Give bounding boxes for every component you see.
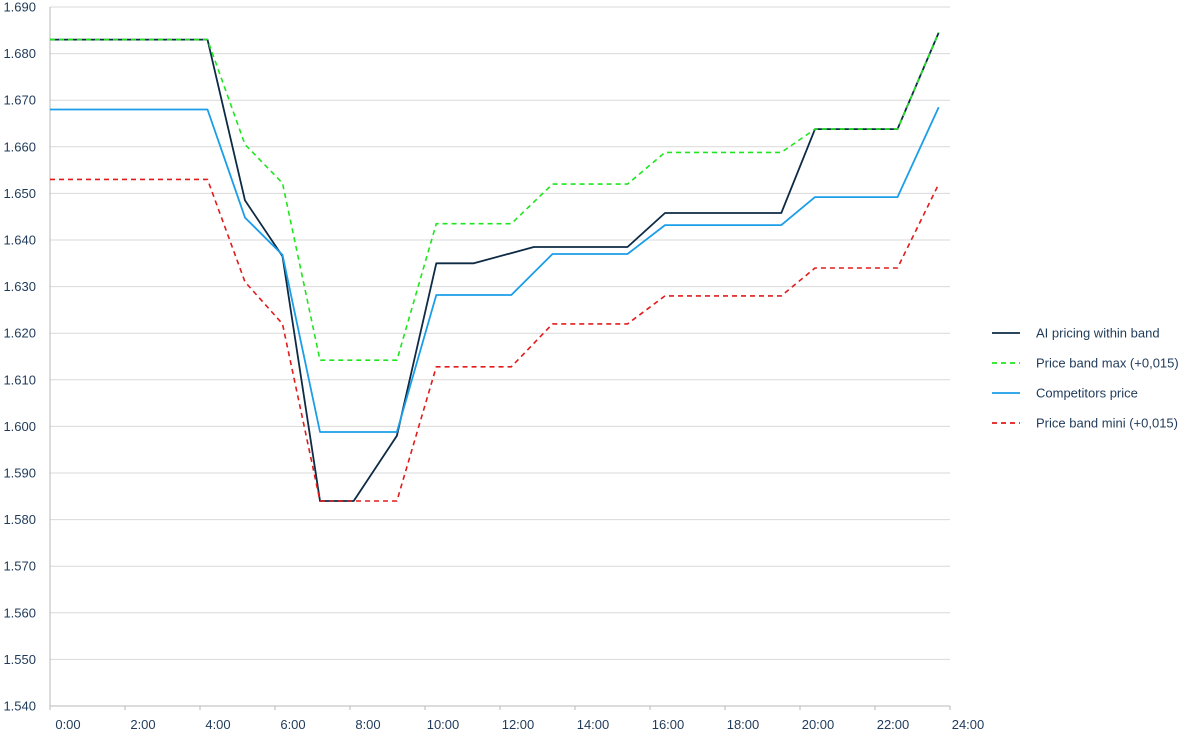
x-axis-ticks: 0:00 2:00 4:00 6:00 8:00 10:00 12:00 14:00 16:00… [49,706,985,732]
x-tick-label: 20:00 [802,717,835,732]
x-tick-label: 22:00 [877,717,910,732]
x-tick-label: 8:00 [355,717,380,732]
y-tick-label: 1.660 [3,139,36,154]
y-tick-label: 1.630 [3,279,36,294]
x-tick-label: 16:00 [652,717,685,732]
y-tick-label: 1.600 [3,419,36,434]
y-tick-label: 1.640 [3,233,36,248]
x-tick-label: 6:00 [280,717,305,732]
legend-label: Price band max (+0,015) [1036,356,1179,371]
series-line-4 [50,178,940,502]
y-tick-label: 1.550 [3,652,36,667]
legend: AI pricing within band Price band max (+0… [992,326,1179,431]
legend-label: AI pricing within band [1036,326,1160,341]
y-axis-ticks: 1.540 1.550 1.560 1.570 1.580 1.590 1.600 1.610… [3,0,36,714]
x-tick-label: 10:00 [427,717,460,732]
y-tick-label: 1.680 [3,46,36,61]
x-tick-label: 14:00 [577,717,610,732]
grid-lines [49,6,950,707]
series-line-1 [50,32,940,502]
x-tick-label: 18:00 [727,717,760,732]
y-tick-label: 1.610 [3,372,36,387]
x-tick-label: 4:00 [205,717,230,732]
x-tick-label: 0:00 [55,717,80,732]
series-line-3 [50,106,940,433]
y-tick-label: 1.690 [3,0,36,15]
y-tick-label: 1.560 [3,605,36,620]
y-tick-label: 1.650 [3,186,36,201]
y-tick-label: 1.540 [3,699,36,714]
legend-label: Price band mini (+0,015) [1036,416,1178,431]
series-lines [50,32,940,502]
series-line-2 [50,32,940,362]
legend-label: Competitors price [1036,386,1138,401]
x-tick-label: 2:00 [130,717,155,732]
y-tick-label: 1.570 [3,559,36,574]
y-tick-label: 1.590 [3,466,36,481]
x-tick-label: 24:00 [952,717,985,732]
y-tick-label: 1.580 [3,512,36,527]
x-tick-label: 12:00 [502,717,535,732]
y-tick-label: 1.620 [3,326,36,341]
y-tick-label: 1.670 [3,93,36,108]
